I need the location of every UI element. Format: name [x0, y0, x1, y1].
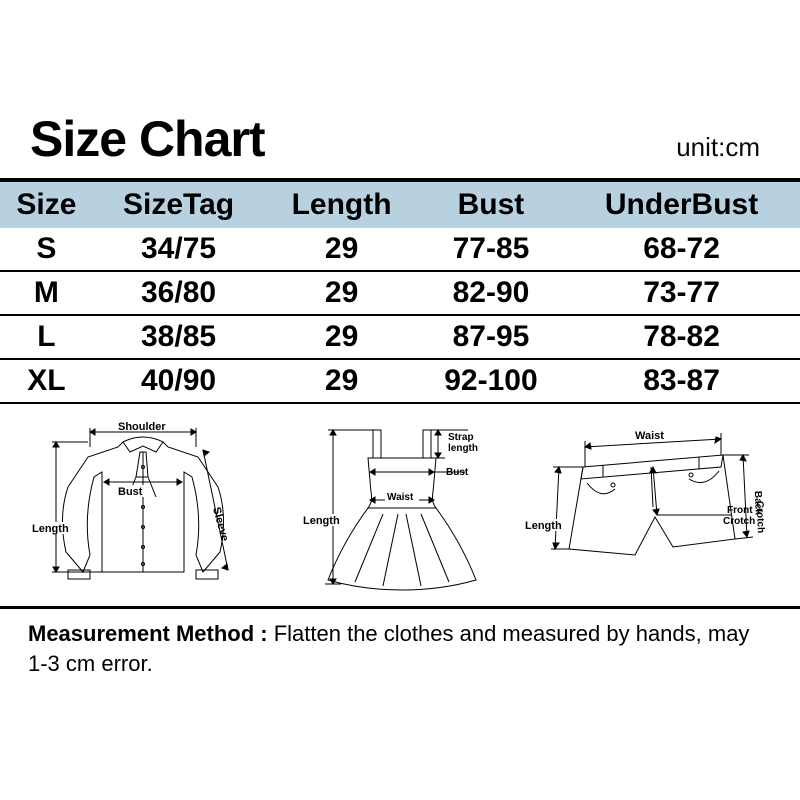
shorts-waist-label: Waist: [635, 430, 664, 442]
size-chart-container: Size Chart unit:cm Size SizeTag Length B…: [0, 0, 800, 800]
cell: 29: [264, 359, 418, 403]
page-title: Size Chart: [30, 110, 265, 168]
cell: 92-100: [419, 359, 563, 403]
dress-waist-label: Waist: [387, 492, 414, 503]
cell: 36/80: [93, 271, 265, 315]
table-row: XL 40/90 29 92-100 83-87: [0, 359, 800, 403]
unit-label: unit:cm: [676, 132, 760, 163]
shirt-diagram: Shoulder Bust Sleeve: [28, 422, 258, 592]
cell: 29: [264, 271, 418, 315]
cell: 73-77: [563, 271, 800, 315]
cell: 29: [264, 315, 418, 359]
shirt-length-label: Length: [32, 523, 69, 535]
measurement-diagrams: Shoulder Bust Sleeve: [0, 404, 800, 606]
method-label: Measurement Method :: [28, 621, 268, 646]
cell: 38/85: [93, 315, 265, 359]
table-body: S 34/75 29 77-85 68-72 M 36/80 29 82-90 …: [0, 228, 800, 403]
dress-bust-label: Bust: [446, 467, 469, 478]
shirt-sleeve-label: Sleeve: [210, 506, 231, 543]
shorts-length-label: Length: [525, 520, 562, 532]
cell: 29: [264, 228, 418, 271]
col-underbust: UnderBust: [563, 182, 800, 228]
col-length: Length: [264, 182, 418, 228]
shirt-shoulder-label: Shoulder: [118, 422, 166, 433]
table-row: S 34/75 29 77-85 68-72: [0, 228, 800, 271]
cell: M: [0, 271, 93, 315]
table-header-row: Size SizeTag Length Bust UnderBust: [0, 182, 800, 228]
cell: 68-72: [563, 228, 800, 271]
cell: S: [0, 228, 93, 271]
shorts-front-crotch-label2: Crotch: [723, 516, 755, 527]
header-row: Size Chart unit:cm: [0, 110, 800, 182]
table-row: L 38/85 29 87-95 78-82: [0, 315, 800, 359]
dress-strap-label2: length: [448, 443, 478, 454]
dress-diagram: Strap length Bust Waist: [273, 422, 508, 592]
measurement-method: Measurement Method : Flatten the clothes…: [0, 606, 800, 678]
col-sizetag: SizeTag: [93, 182, 265, 228]
cell: 83-87: [563, 359, 800, 403]
cell: 40/90: [93, 359, 265, 403]
col-size: Size: [0, 182, 93, 228]
cell: 78-82: [563, 315, 800, 359]
cell: 77-85: [419, 228, 563, 271]
shirt-bust-label: Bust: [118, 486, 143, 498]
table-row: M 36/80 29 82-90 73-77: [0, 271, 800, 315]
shorts-diagram: Waist Length Front Crotch: [523, 427, 773, 587]
dress-strap-label: Strap: [448, 432, 474, 443]
cell: 82-90: [419, 271, 563, 315]
col-bust: Bust: [419, 182, 563, 228]
cell: L: [0, 315, 93, 359]
shorts-front-crotch-label: Front: [727, 505, 753, 516]
cell: 34/75: [93, 228, 265, 271]
shorts-back-crotch-label2: Crotch: [753, 501, 765, 534]
dress-length-label: Length: [303, 515, 340, 527]
size-table: Size SizeTag Length Bust UnderBust S 34/…: [0, 182, 800, 404]
cell: XL: [0, 359, 93, 403]
cell: 87-95: [419, 315, 563, 359]
